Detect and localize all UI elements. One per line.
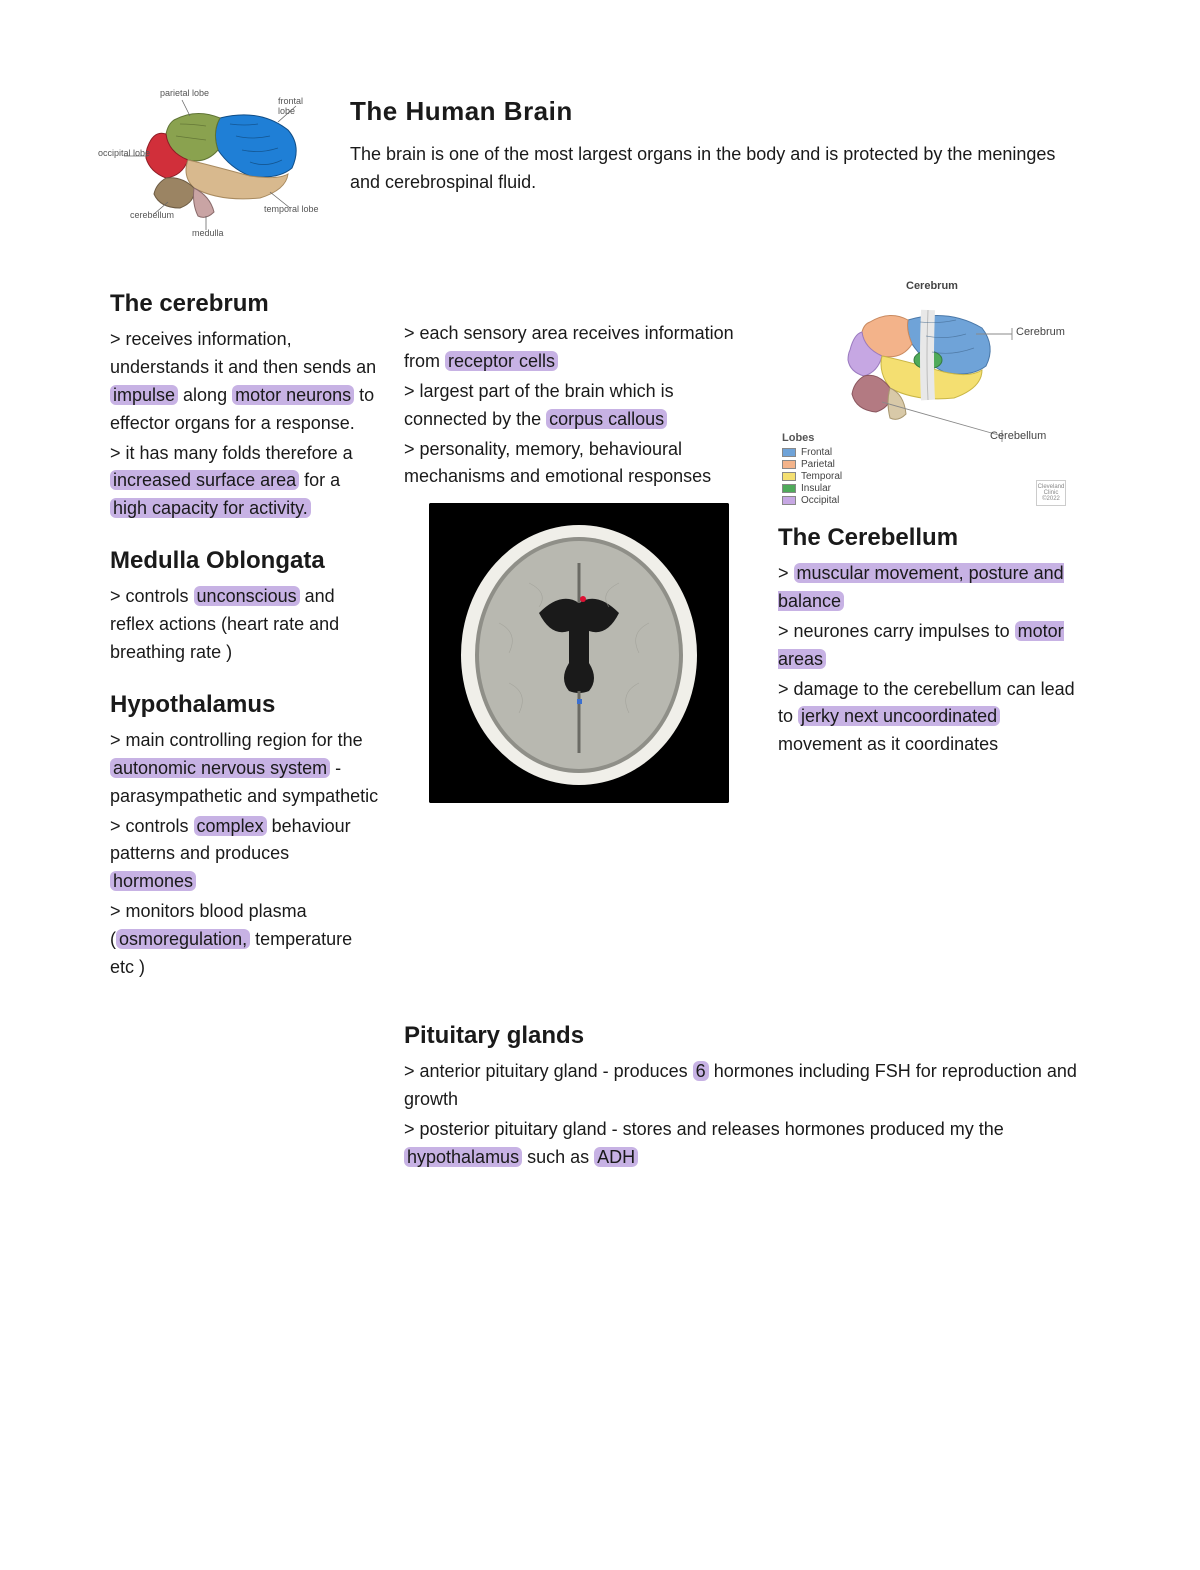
text: such as [522, 1147, 594, 1167]
lobe-diagram: Cerebrum Cerebrum Cerebellum Lobes Front… [778, 280, 1068, 510]
ct-scan-image [429, 503, 729, 803]
cerebellum-block: The Cerebellum > muscular movement, post… [778, 524, 1078, 759]
pituitary-p2: > posterior pituitary gland - stores and… [404, 1116, 1078, 1172]
label-temporal: temporal lobe [264, 204, 319, 214]
column-middle: > each sensory area receives information… [404, 280, 754, 1006]
label-parietal: parietal lobe [160, 88, 209, 98]
label-cerebellum: cerebellum [130, 210, 174, 220]
text: > neurones carry impulses to [778, 621, 1015, 641]
legend-row: Insular [782, 483, 842, 494]
text: > receives information, understands it a… [110, 329, 376, 377]
hl-corpus-callous: corpus callous [546, 409, 667, 429]
lobe-label-cerebrum: Cerebrum [1016, 326, 1065, 338]
cerebrum-p5: > personality, memory, behavioural mecha… [404, 436, 754, 492]
cerebellum-p1: > muscular movement, posture and balance [778, 560, 1078, 616]
intro-text: The brain is one of the most largest org… [350, 141, 1090, 197]
legend-label: Temporal [801, 471, 842, 482]
pituitary-block: Pituitary glands > anterior pituitary gl… [404, 1012, 1078, 1174]
label-frontal: frontal lobe [278, 96, 320, 116]
lobe-label-cerebellum: Cerebellum [990, 430, 1046, 442]
legend-swatch [782, 472, 796, 481]
hypo-p1: > main controlling region for the autono… [110, 727, 380, 811]
medulla-block: Medulla Oblongata > controls unconscious… [110, 547, 380, 667]
text: > main controlling region for the [110, 730, 363, 750]
cerebrum-p1: > receives information, understands it a… [110, 326, 380, 438]
text: > it has many folds therefore a [110, 443, 353, 463]
cerebrum-heading: The cerebrum [110, 290, 380, 318]
text: > posterior pituitary gland - stores and… [404, 1119, 1004, 1139]
text: > controls [110, 586, 194, 606]
text: > [778, 563, 794, 583]
column-left: The cerebrum > receives information, und… [110, 280, 380, 1006]
hl-impulse: impulse [110, 385, 178, 405]
hl-capacity: high capacity for activity. [110, 498, 311, 518]
cerebrum-p3: > each sensory area receives information… [404, 320, 754, 376]
medulla-heading: Medulla Oblongata [110, 547, 380, 575]
legend-row: Parietal [782, 459, 842, 470]
page-title: The Human Brain [350, 96, 1090, 127]
legend-label: Insular [801, 483, 831, 494]
hl-adh: ADH [594, 1147, 638, 1167]
hl-six: 6 [693, 1061, 709, 1081]
hypo-p3: > monitors blood plasma (osmoregulation,… [110, 898, 380, 982]
pituitary-p1: > anterior pituitary gland - produces 6 … [404, 1058, 1078, 1114]
cerebrum-p4: > largest part of the brain which is con… [404, 378, 754, 434]
legend-swatch [782, 484, 796, 493]
legend-swatch [782, 448, 796, 457]
hl-motor-neurons: motor neurons [232, 385, 354, 405]
text: along [178, 385, 232, 405]
label-occipital: occipital lobe [98, 148, 150, 158]
hl-osmoregulation: osmoregulation, [116, 929, 250, 949]
text: > anterior pituitary gland - produces [404, 1061, 693, 1081]
legend-label: Frontal [801, 447, 832, 458]
spacer-col1 [110, 1006, 380, 1174]
hl-hormones: hormones [110, 871, 196, 891]
column-right: Cerebrum Cerebrum Cerebellum Lobes Front… [778, 280, 1078, 1006]
hl-muscular: muscular movement, posture and balance [778, 563, 1064, 611]
lobe-title: Cerebrum [906, 280, 958, 292]
hl-receptor-cells: receptor cells [445, 351, 558, 371]
cerebellum-p2: > neurones carry impulses to motor areas [778, 618, 1078, 674]
cerebrum-p2: > it has many folds therefore a increase… [110, 440, 380, 524]
cerebellum-p3: > damage to the cerebellum can lead to j… [778, 676, 1078, 760]
legend-swatch [782, 496, 796, 505]
label-medulla: medulla [192, 228, 224, 238]
hl-surface-area: increased surface area [110, 470, 299, 490]
diagram-credit: Cleveland Clinic ©2022 [1036, 480, 1066, 506]
content-grid: The cerebrum > receives information, und… [110, 280, 1090, 1173]
legend-row: Temporal [782, 471, 842, 482]
hypo-p2: > controls complex behaviour patterns an… [110, 813, 380, 897]
legend-swatch [782, 460, 796, 469]
legend-row: Frontal [782, 447, 842, 458]
text: movement as it coordinates [778, 734, 998, 754]
hl-unconscious: unconscious [194, 586, 300, 606]
hl-jerky: jerky next uncoordinated [798, 706, 1000, 726]
legend-row: Occipital [782, 495, 842, 506]
medulla-p: > controls unconscious and reflex action… [110, 583, 380, 667]
lobe-legend: Lobes FrontalParietalTemporalInsularOcci… [782, 432, 842, 507]
hypothalamus-block: Hypothalamus > main controlling region f… [110, 691, 380, 982]
text: for a [299, 470, 340, 490]
legend-label: Parietal [801, 459, 835, 470]
header-row: parietal lobe frontal lobe occipital lob… [110, 90, 1090, 240]
header-text: The Human Brain The brain is one of the … [350, 90, 1090, 197]
hl-autonomic: autonomic nervous system [110, 758, 330, 778]
brain-side-diagram: parietal lobe frontal lobe occipital lob… [110, 90, 320, 240]
legend-label: Occipital [801, 495, 839, 506]
pituitary-heading: Pituitary glands [404, 1022, 1078, 1050]
hl-hypothalamus: hypothalamus [404, 1147, 522, 1167]
hypothalamus-heading: Hypothalamus [110, 691, 380, 719]
legend-title: Lobes [782, 432, 842, 444]
cerebellum-heading: The Cerebellum [778, 524, 1078, 552]
text: > controls [110, 816, 194, 836]
cerebrum-block-left: The cerebrum > receives information, und… [110, 290, 380, 523]
hl-complex: complex [194, 816, 267, 836]
